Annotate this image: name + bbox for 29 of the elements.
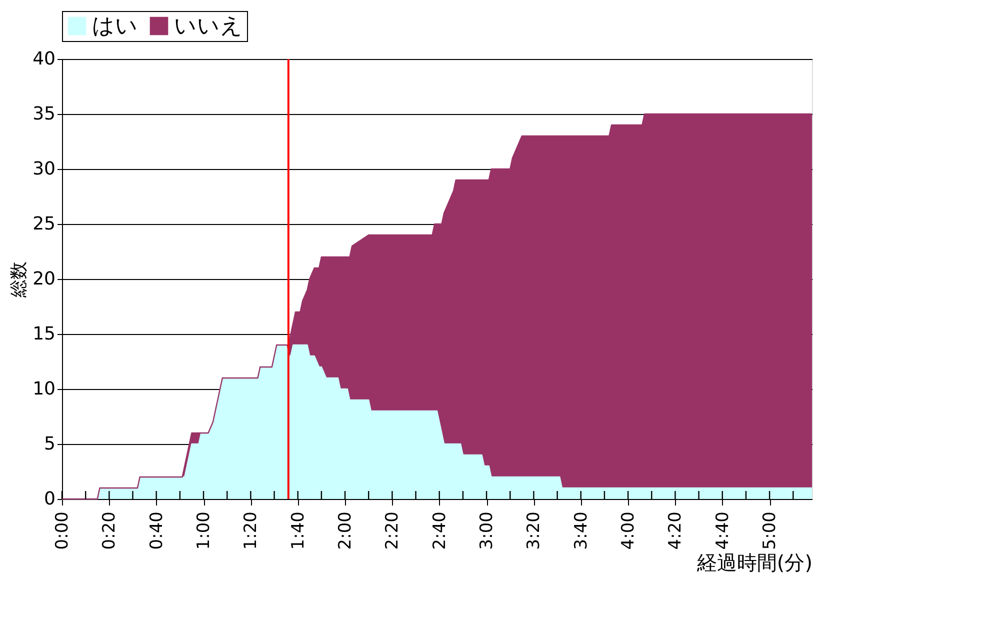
y-tick-label: 15	[32, 324, 56, 344]
x-tick-label: 1:00	[194, 512, 214, 550]
y-tick-label: 40	[32, 48, 56, 70]
y-axis-title: 総数	[8, 262, 30, 298]
x-tick-label: 5:00	[760, 512, 780, 550]
legend-label: はい	[92, 14, 138, 39]
x-tick-label: 4:20	[666, 512, 686, 550]
x-tick-label: 3:40	[571, 512, 592, 550]
y-tick-label: 25	[32, 214, 56, 234]
x-tick-label: 1:40	[288, 512, 308, 550]
x-tick-label: 0:00	[52, 512, 72, 550]
legend-label: いいえ	[174, 14, 243, 39]
x-tick-label: 0:40	[146, 512, 167, 550]
y-tick-label: 20	[32, 268, 56, 290]
x-tick-label: 3:20	[524, 512, 544, 550]
y-tick-label: 10	[32, 378, 56, 400]
x-tick-label: 2:20	[382, 512, 403, 550]
y-tick-label: 0	[44, 488, 56, 510]
x-tick-label: 1:20	[241, 512, 262, 550]
x-tick-label: 4:40	[712, 512, 733, 550]
x-axis-title: 経過時間(分)	[696, 550, 812, 575]
y-tick-label: 30	[32, 158, 56, 180]
x-tick-label: 2:00	[336, 512, 356, 550]
y-tick-label: 35	[32, 104, 56, 124]
x-tick-label: 3:00	[477, 512, 498, 550]
x-tick-label: 2:40	[430, 512, 450, 550]
y-tick-label: 5	[44, 434, 56, 454]
x-tick-label: 4:00	[618, 512, 639, 550]
x-tick-label: 0:20	[100, 512, 120, 550]
